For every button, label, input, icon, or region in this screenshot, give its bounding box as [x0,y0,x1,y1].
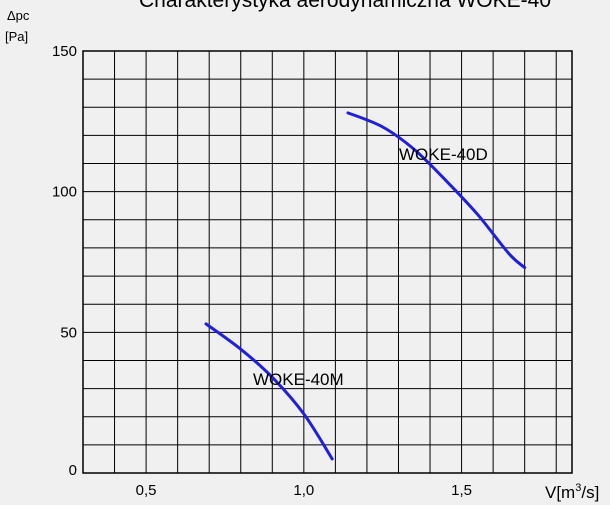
y-tick-label: 150 [52,43,77,60]
series-line-woke-40m [204,322,334,461]
y-axis-label: Δpc [7,8,30,23]
x-axis-label: V[m3/s] [545,482,599,502]
plot-frame [82,50,573,474]
series-label-woke-40d: WOKE-40D [399,145,488,164]
y-axis-unit: [Pa] [5,29,28,44]
x-tick-label: 0,5 [136,482,157,499]
series-line-woke-40d [346,111,527,270]
tick-labels: 0,5 1,0 1,5 0 50 100 150 [52,43,472,499]
grid [83,51,572,473]
y-tick-label: 100 [52,184,77,201]
y-tick-label: 0 [69,462,77,479]
x-tick-label: 1,0 [293,482,314,499]
series-layer: WOKE-40M WOKE-40D [204,111,527,461]
x-tick-label: 1,5 [451,482,472,499]
series-label-woke-40m: WOKE-40M [253,370,344,389]
y-tick-label: 50 [60,324,77,341]
chart-title: Charakterystyka aerodynamiczna WOKE-40 [139,0,551,12]
